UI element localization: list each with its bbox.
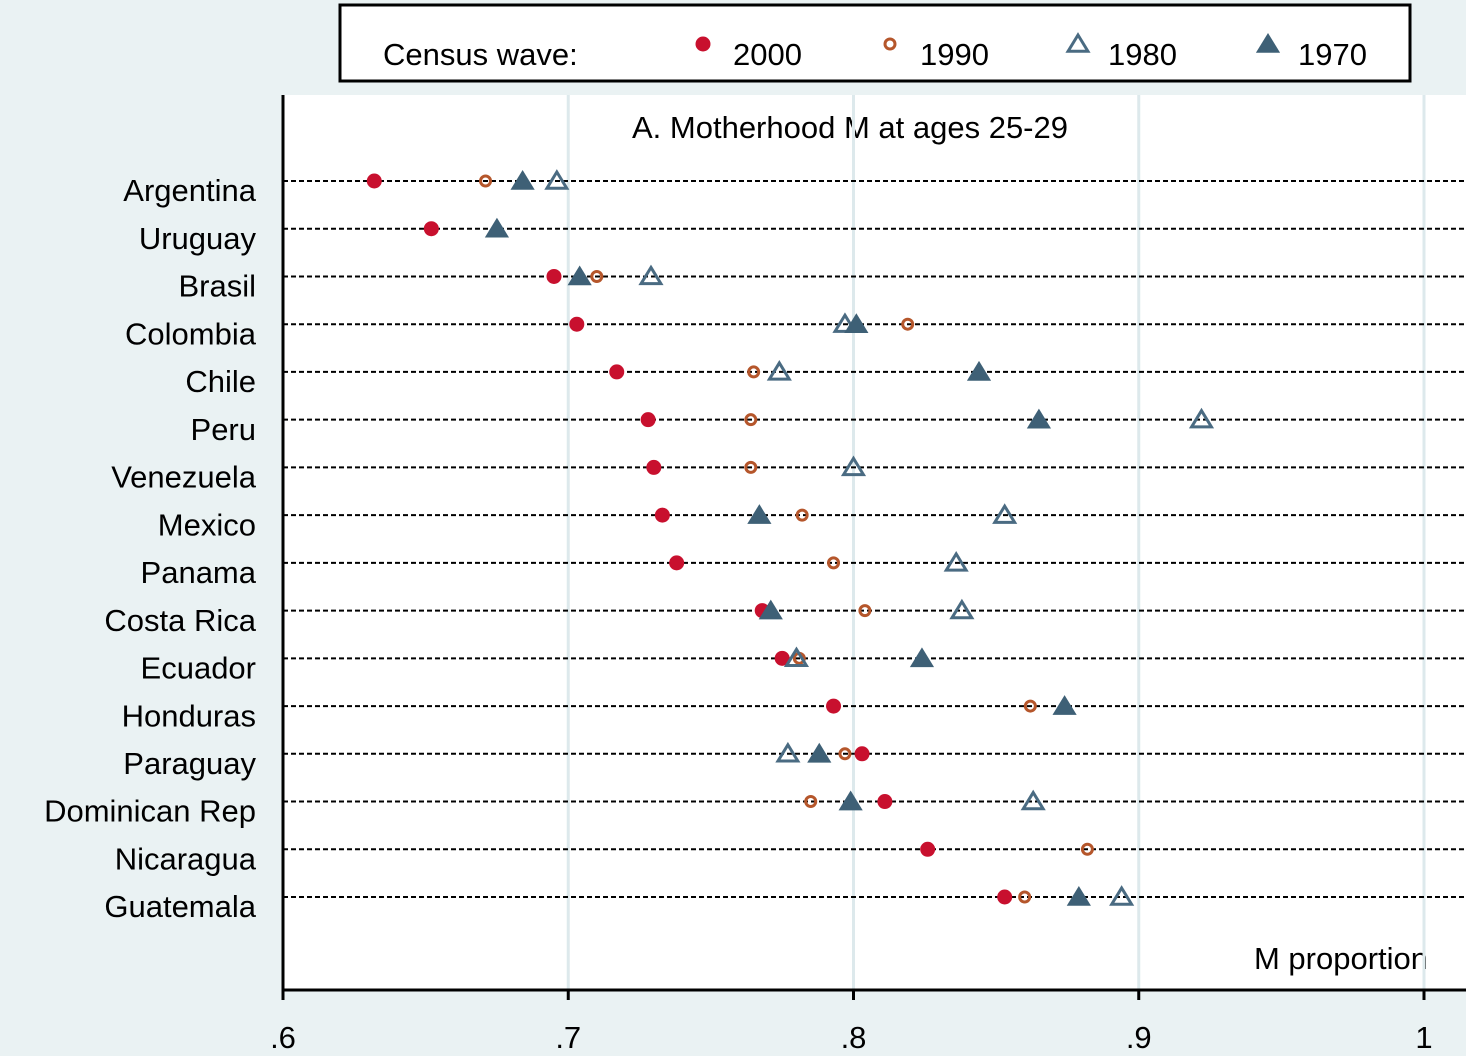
dot <box>1020 789 1046 811</box>
dot <box>774 650 790 666</box>
y-tick-label: Honduras <box>122 698 256 733</box>
dot <box>510 170 535 190</box>
x-tick-label: .7 <box>555 1020 581 1055</box>
dot <box>744 413 758 427</box>
dot <box>479 174 493 188</box>
dot <box>832 312 858 333</box>
dot <box>1066 886 1091 906</box>
dot <box>909 647 935 668</box>
dot <box>854 746 870 762</box>
dot <box>1018 890 1032 904</box>
dot <box>1188 407 1215 429</box>
y-tick-label: Chile <box>185 364 256 399</box>
dot <box>838 747 852 761</box>
x-tick-label: .9 <box>1126 1020 1152 1055</box>
dot <box>858 604 872 618</box>
dot <box>827 556 841 570</box>
legend-label: 1970 <box>1298 37 1367 72</box>
legend-label: 1990 <box>920 37 989 72</box>
x-tick-label: .6 <box>270 1020 296 1055</box>
dot <box>544 169 570 190</box>
legend-marker <box>1065 32 1091 53</box>
y-tick-label: Dominican Rep <box>44 794 256 829</box>
dot <box>638 264 664 286</box>
dot <box>567 265 592 286</box>
y-tick-label: Costa Rica <box>104 603 256 638</box>
legend-box <box>338 3 1412 83</box>
dot <box>920 841 936 857</box>
legend-marker <box>883 37 897 51</box>
dot <box>609 364 625 380</box>
dot <box>569 316 585 332</box>
dot <box>747 504 772 524</box>
dot <box>795 508 809 522</box>
dot <box>1052 695 1077 715</box>
dot <box>992 503 1018 524</box>
dot <box>838 790 863 811</box>
dot <box>546 268 562 284</box>
legend-title: Census wave: <box>383 37 578 72</box>
dot <box>366 173 382 189</box>
y-tick-label: Peru <box>191 412 256 447</box>
y-tick-label: Guatemala <box>104 889 256 924</box>
dot <box>744 460 758 474</box>
x-axis-label: M proportion <box>1254 941 1428 976</box>
dot <box>1026 408 1052 429</box>
dot <box>840 455 867 477</box>
dot <box>943 550 969 572</box>
y-tick-label: Ecuador <box>141 651 256 686</box>
legend-label: 1980 <box>1108 37 1177 72</box>
dot <box>646 459 662 475</box>
y-tick-label: Panama <box>141 555 257 590</box>
dot <box>758 599 783 620</box>
x-tick-label: 1 <box>1415 1020 1432 1055</box>
dot <box>966 360 992 381</box>
y-tick-label: Uruguay <box>139 221 257 256</box>
y-tick-label: Brasil <box>178 269 256 304</box>
dot <box>640 412 656 428</box>
dot <box>590 269 604 283</box>
dot <box>1109 885 1135 906</box>
dot <box>775 741 801 763</box>
legend-marker <box>695 36 711 52</box>
x-tick-label: .8 <box>841 1020 867 1055</box>
dot <box>766 360 792 381</box>
dot <box>997 889 1013 905</box>
dot <box>669 555 685 571</box>
dot <box>747 365 761 379</box>
dot <box>1023 699 1037 713</box>
y-tick-label: Venezuela <box>111 460 257 495</box>
y-tick-label: Argentina <box>123 173 256 208</box>
dot <box>877 794 893 810</box>
dot <box>844 313 869 333</box>
legend-marker <box>1255 33 1281 53</box>
plot-area <box>283 95 1466 990</box>
dot <box>807 742 832 763</box>
dot <box>484 217 510 238</box>
y-tick-label: Colombia <box>125 316 257 351</box>
dot <box>804 795 818 809</box>
dot <box>423 221 439 237</box>
y-tick-label: Nicaragua <box>115 841 257 876</box>
dot <box>949 598 975 620</box>
y-tick-label: Paraguay <box>123 746 256 781</box>
dot <box>1080 842 1094 856</box>
dot <box>826 698 842 714</box>
y-tick-label: Mexico <box>158 507 256 542</box>
dot <box>783 646 810 668</box>
chart-title: A. Motherhood M at ages 25-29 <box>632 110 1068 145</box>
legend-label: 2000 <box>733 37 802 72</box>
dot <box>654 507 670 523</box>
dot <box>901 317 915 331</box>
